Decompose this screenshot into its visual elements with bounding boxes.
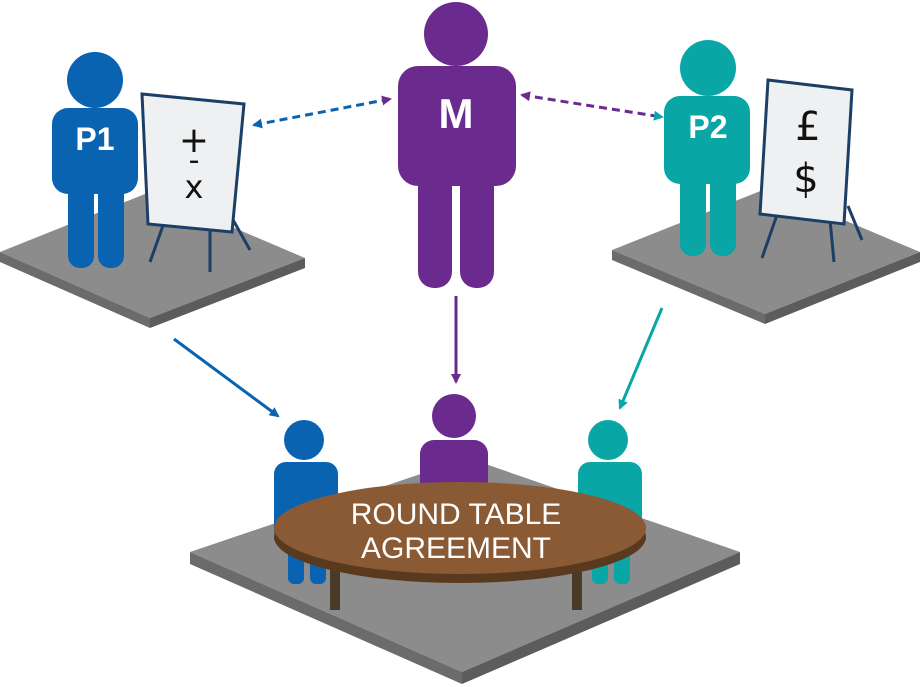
p1-flipchart: + - x — [140, 92, 252, 272]
p2-to-table-arrow — [618, 307, 664, 410]
mediator-person-icon: M — [398, 2, 516, 288]
table-label-line1: ROUND TABLE — [351, 498, 562, 531]
p1-board-times: x — [185, 168, 204, 206]
p1-to-table-arrow — [173, 337, 280, 418]
mediator-p2-arrow — [520, 91, 664, 121]
p1-mediator-arrow — [252, 95, 392, 129]
p2-flipchart: £ $ — [758, 78, 864, 263]
p1-label: P1 — [75, 121, 114, 157]
p1-board-plus: + — [179, 120, 209, 161]
round-table: ROUND TABLE AGREEMENT — [274, 482, 646, 610]
p2-board-pound: £ — [795, 104, 820, 150]
p1-board-minus: - — [189, 143, 200, 178]
p2-label: P2 — [688, 109, 727, 145]
mediator-label: M — [439, 90, 474, 137]
p2-board-dollar: $ — [793, 156, 818, 202]
p1-person-icon: P1 — [52, 52, 138, 268]
table-label-line2: AGREEMENT — [361, 532, 551, 565]
p2-person-icon: P2 — [664, 40, 750, 256]
